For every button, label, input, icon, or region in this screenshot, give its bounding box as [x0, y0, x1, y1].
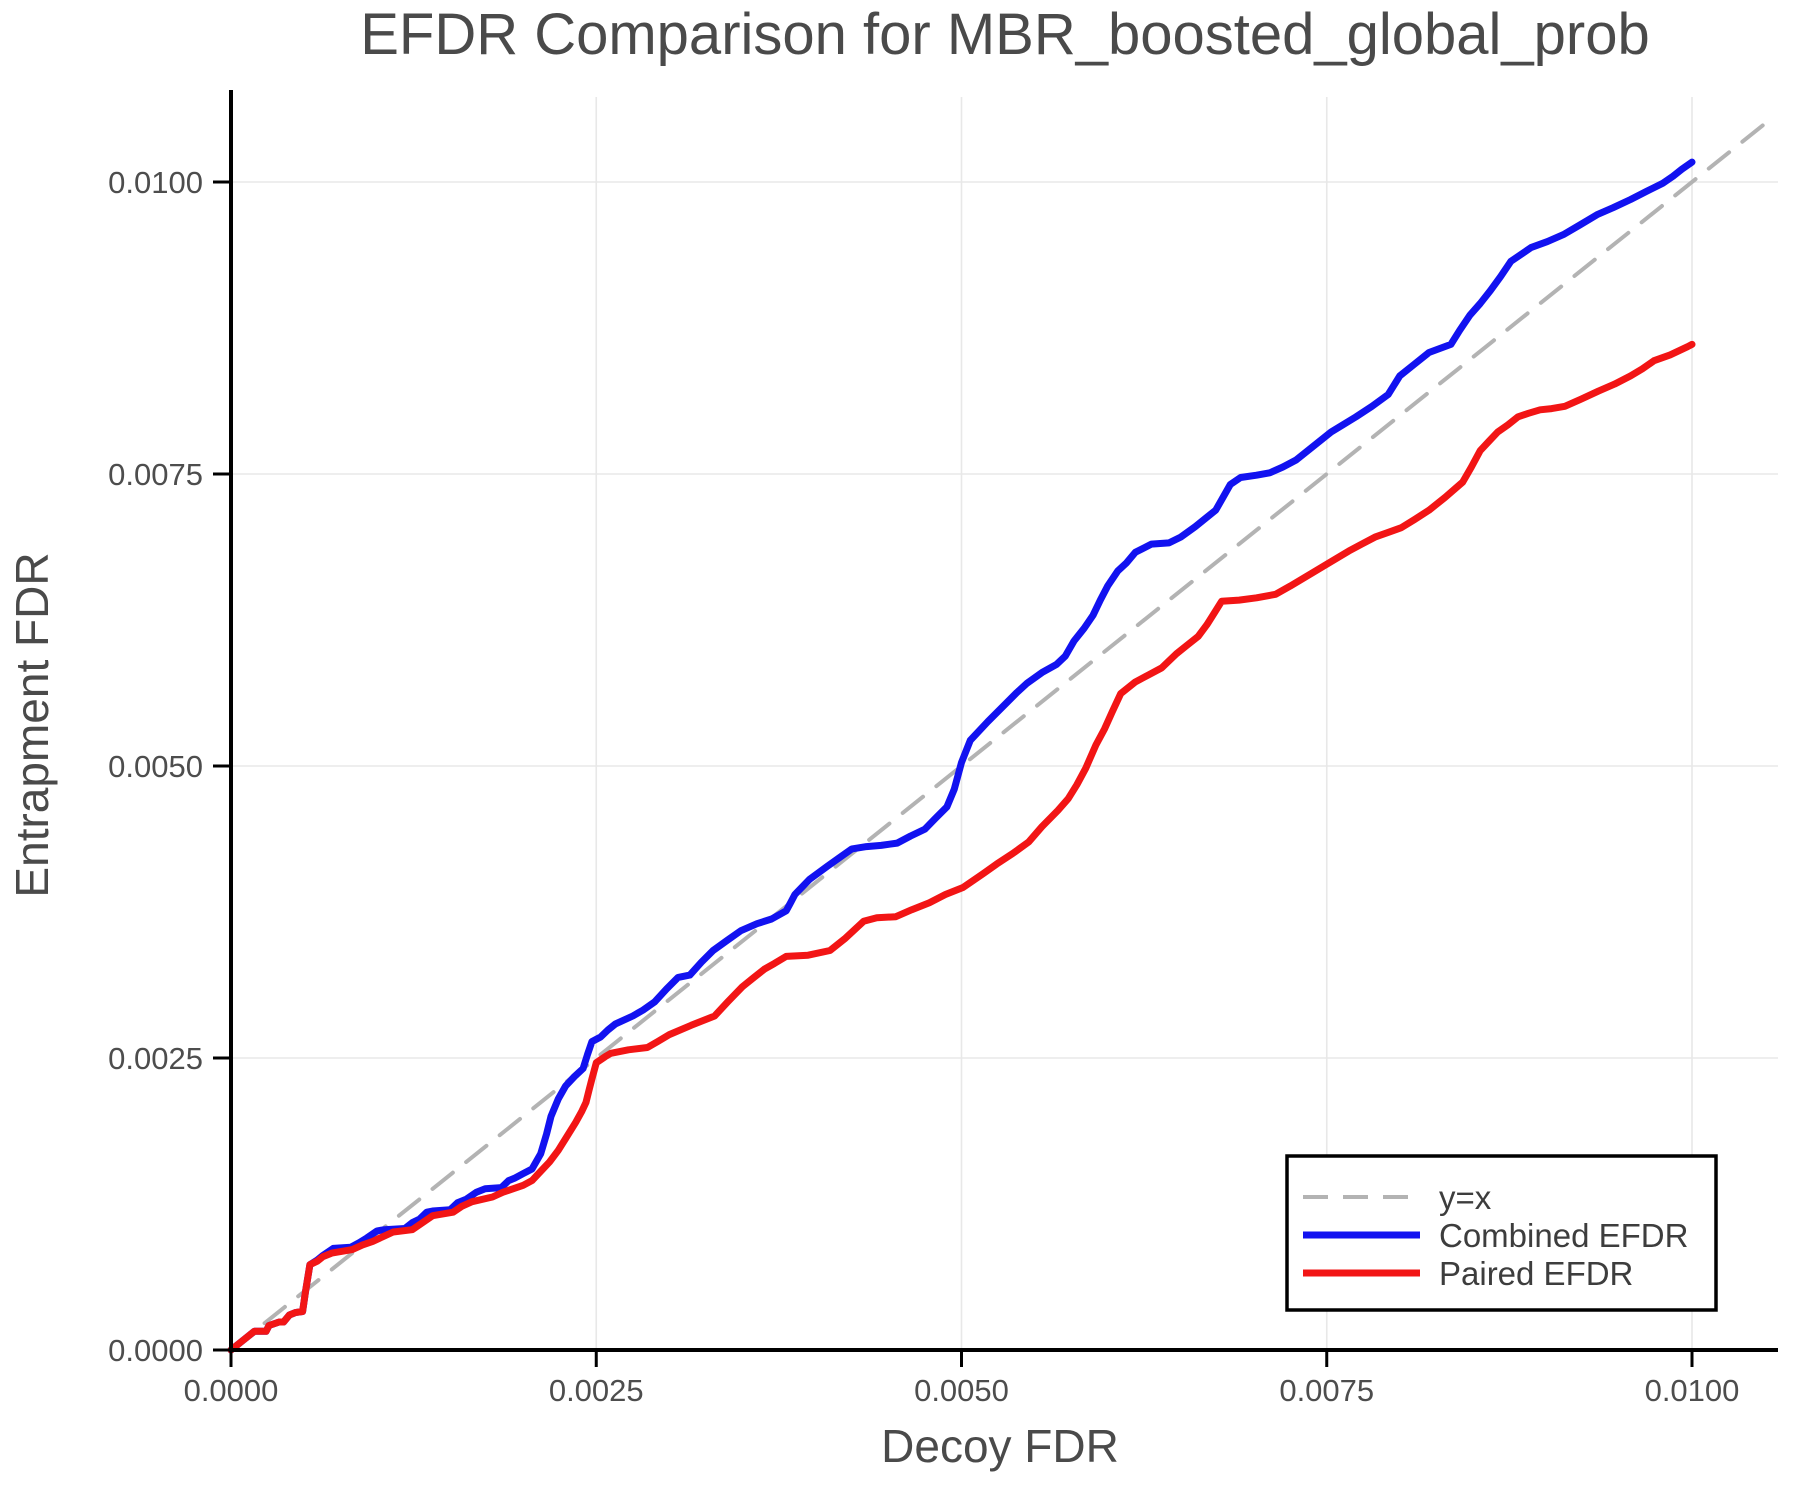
- gridlines: [231, 97, 1778, 1350]
- axis-ticks-and-labels: 0.0000 0.0025 0.0050 0.0075 0.0100 0.0000 0.00…: [108, 165, 1739, 1408]
- x-tick-label: 0.0075: [1279, 1373, 1374, 1408]
- y-tick-label: 0.0050: [108, 749, 203, 784]
- x-tick-label: 0.0100: [1645, 1373, 1740, 1408]
- series-combined-efdr-line: [227, 158, 1696, 1354]
- y-axis-label: Entrapment FDR: [6, 552, 58, 897]
- series-paired-efdr-line: [227, 340, 1696, 1354]
- y-tick-label: 0.0100: [108, 165, 203, 200]
- legend-label-paired-efdr: Paired EFDR: [1439, 1255, 1633, 1292]
- x-axis-label: Decoy FDR: [881, 1420, 1119, 1472]
- axes-spines: [229, 90, 1778, 1352]
- x-tick-label: 0.0025: [549, 1373, 644, 1408]
- legend-label-yx: y=x: [1439, 1179, 1492, 1216]
- y-tick-label: 0.0075: [108, 457, 203, 492]
- y-tick-label: 0.0025: [108, 1041, 203, 1076]
- x-tick-label: 0.0050: [914, 1373, 1009, 1408]
- y-tick-label: 0.0000: [108, 1333, 203, 1368]
- chart-title: EFDR Comparison for MBR_boosted_global_p…: [360, 2, 1650, 67]
- x-tick-label: 0.0000: [184, 1373, 279, 1408]
- legend-label-combined-efdr: Combined EFDR: [1439, 1217, 1688, 1254]
- legend-box: y=x Combined EFDR Paired EFDR: [1285, 1154, 1718, 1312]
- series-y-x-line: [229, 118, 1772, 1352]
- series-lines: [227, 118, 1772, 1354]
